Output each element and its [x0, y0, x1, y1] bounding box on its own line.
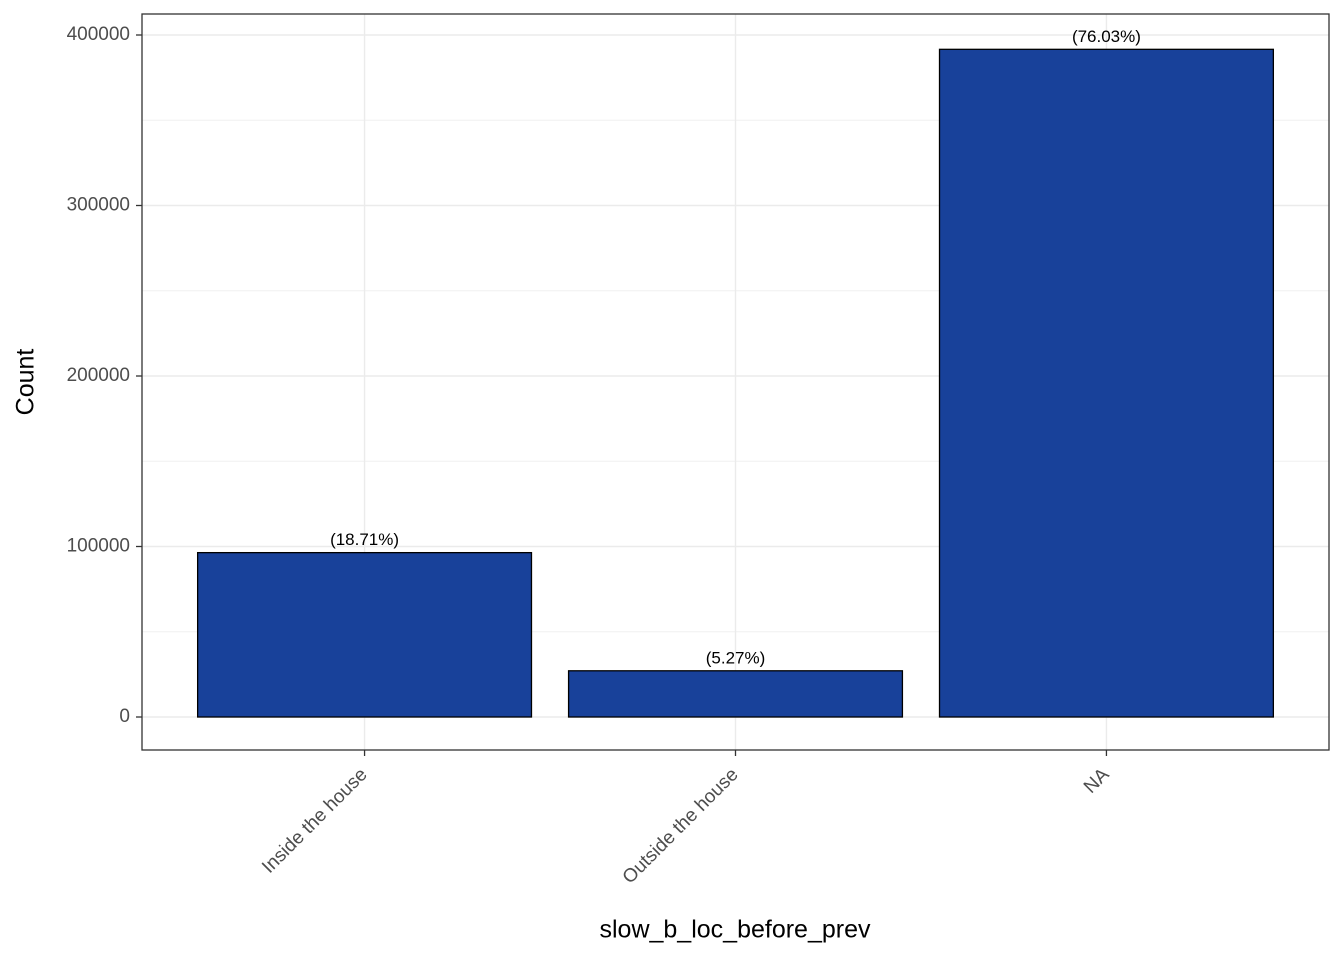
y-tick-label: 400000 — [67, 24, 130, 45]
y-axis-title: Count — [12, 349, 40, 416]
y-tick-label: 200000 — [67, 365, 130, 386]
bar — [567, 670, 904, 718]
bar — [196, 551, 533, 718]
y-tick-label: 0 — [119, 706, 130, 727]
y-tick-label: 300000 — [67, 195, 130, 216]
bar-label: (5.27%) — [706, 648, 766, 667]
bar — [938, 48, 1275, 718]
bar-label: (18.71%) — [330, 530, 399, 549]
marks — [196, 48, 1275, 718]
y-tick-label: 100000 — [67, 536, 130, 557]
bar-label: (76.03%) — [1072, 27, 1141, 46]
x-axis-title: slow_b_loc_before_prev — [599, 916, 871, 944]
